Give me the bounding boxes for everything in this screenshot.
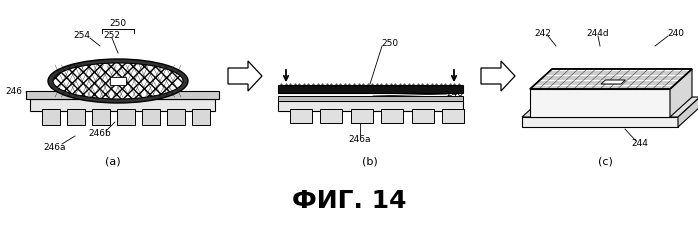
Text: 246b: 246b (89, 128, 112, 137)
Text: ФИГ. 14: ФИГ. 14 (292, 189, 406, 213)
Text: 250: 250 (110, 19, 126, 28)
Bar (412, 109, 433, 123)
Bar (142, 109, 160, 125)
Text: 244: 244 (632, 139, 648, 148)
Bar (110, 77, 126, 85)
Bar (290, 109, 312, 123)
Text: 240: 240 (667, 28, 685, 38)
Text: 254: 254 (73, 32, 91, 41)
Polygon shape (530, 89, 670, 117)
Bar (278, 101, 463, 111)
Polygon shape (670, 69, 692, 117)
Bar (67, 109, 85, 125)
Ellipse shape (53, 63, 183, 99)
Polygon shape (522, 97, 698, 117)
Bar (30, 99, 215, 111)
Bar (381, 109, 403, 123)
Polygon shape (228, 61, 262, 91)
Bar (117, 109, 135, 125)
Bar (320, 109, 343, 123)
Polygon shape (601, 80, 625, 84)
Text: 242: 242 (535, 28, 551, 38)
Bar (278, 85, 463, 93)
Polygon shape (678, 97, 698, 127)
Bar (278, 96, 463, 101)
Text: 246: 246 (6, 87, 22, 96)
Text: (c): (c) (597, 156, 612, 166)
Bar (192, 109, 210, 125)
Bar (92, 109, 110, 125)
Text: 246a: 246a (349, 134, 371, 144)
Text: (a): (a) (105, 156, 121, 166)
Text: 244d: 244d (587, 28, 609, 38)
Ellipse shape (48, 59, 188, 103)
Text: 246: 246 (447, 90, 463, 98)
Polygon shape (481, 61, 515, 91)
Text: (b): (b) (362, 156, 378, 166)
Text: 250: 250 (381, 39, 399, 49)
Polygon shape (522, 117, 678, 127)
Bar (351, 109, 373, 123)
Bar (42, 109, 60, 125)
Text: 246a: 246a (44, 142, 66, 152)
Bar (26, 91, 219, 99)
Text: 252: 252 (103, 32, 121, 41)
Bar (167, 109, 185, 125)
Polygon shape (530, 69, 692, 89)
Bar (442, 109, 464, 123)
